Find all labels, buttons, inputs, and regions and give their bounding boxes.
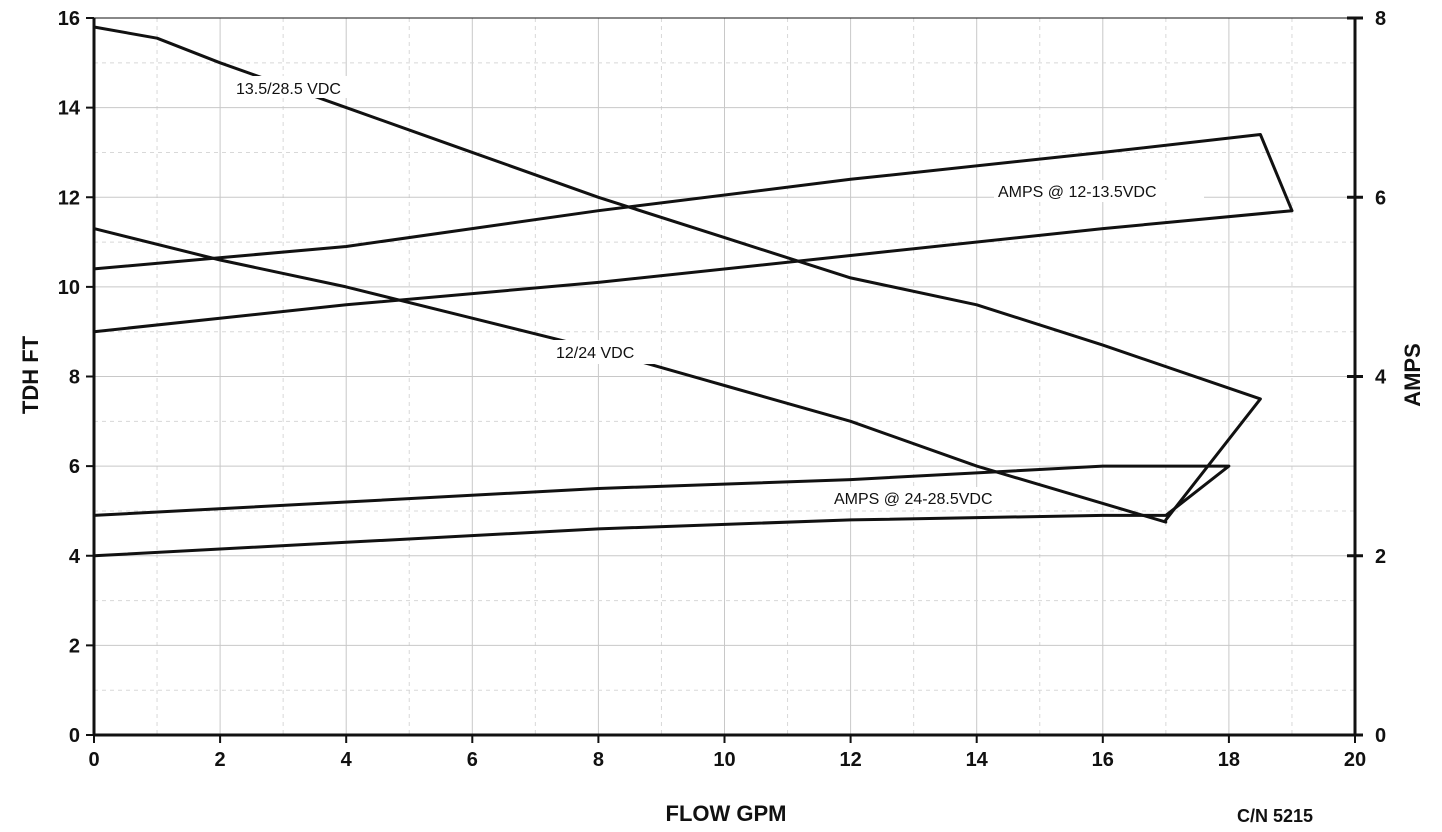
y2-axis-title: AMPS [1400,343,1425,407]
grid [93,17,1356,736]
y-tick-label: 8 [69,367,80,389]
y2-tick-label: 2 [1375,546,1386,568]
series-line-0 [92,25,1262,522]
annotations: 13.5/28.5 VDC AMPS @ 12-13.5VDC 12/24 VD… [232,76,1204,509]
y-tick-label: 6 [69,456,80,478]
x-tick-label: 18 [1218,749,1240,771]
y2-tick-label: 0 [1375,725,1386,747]
x-tick-label: 10 [713,749,735,771]
annotation-amps-24-28-5vdc: AMPS @ 24-28.5VDC [834,491,993,508]
x-tick-label: 6 [467,749,478,771]
series-lines [92,25,1294,558]
y-tick-label: 4 [69,546,81,568]
y-tick-label: 10 [58,277,80,299]
y-tick-label: 2 [69,635,80,657]
annotation-amps-12-13-5vdc: AMPS @ 12-13.5VDC [998,184,1157,201]
x-tick-label: 4 [341,749,353,771]
x-axis-title: FLOW GPM [666,801,787,826]
y-axis-title: TDH FT [18,335,43,414]
x-tick-label: 0 [88,749,99,771]
y-tick-label: 16 [58,8,80,30]
x-tick-label: 2 [215,749,226,771]
y2-tick-label: 4 [1375,367,1387,389]
series-line-3 [92,464,1231,558]
x-tick-label: 16 [1092,749,1114,771]
y-tick-label: 0 [69,725,80,747]
annotation-12-24-vdc: 12/24 VDC [556,345,634,362]
y2-tick-label: 8 [1375,8,1386,30]
x-tick-label: 8 [593,749,604,771]
series-line-1 [92,227,1168,524]
y2-tick-label: 6 [1375,187,1386,209]
y-tick-label: 14 [58,98,81,120]
tick-labels: 0 2 4 6 8 10 12 14 16 18 20 0 2 4 6 8 10 12 14 16 0 2 4 6 8 [58,8,1387,771]
catalog-number: C/N 5215 [1237,806,1313,826]
annotation-13-5-28-5-vdc: 13.5/28.5 VDC [236,81,341,98]
x-tick-label: 12 [839,749,861,771]
x-tick-label: 14 [966,749,989,771]
series-line-2 [92,133,1294,334]
y-tick-label: 12 [58,187,80,209]
x-tick-label: 20 [1344,749,1366,771]
